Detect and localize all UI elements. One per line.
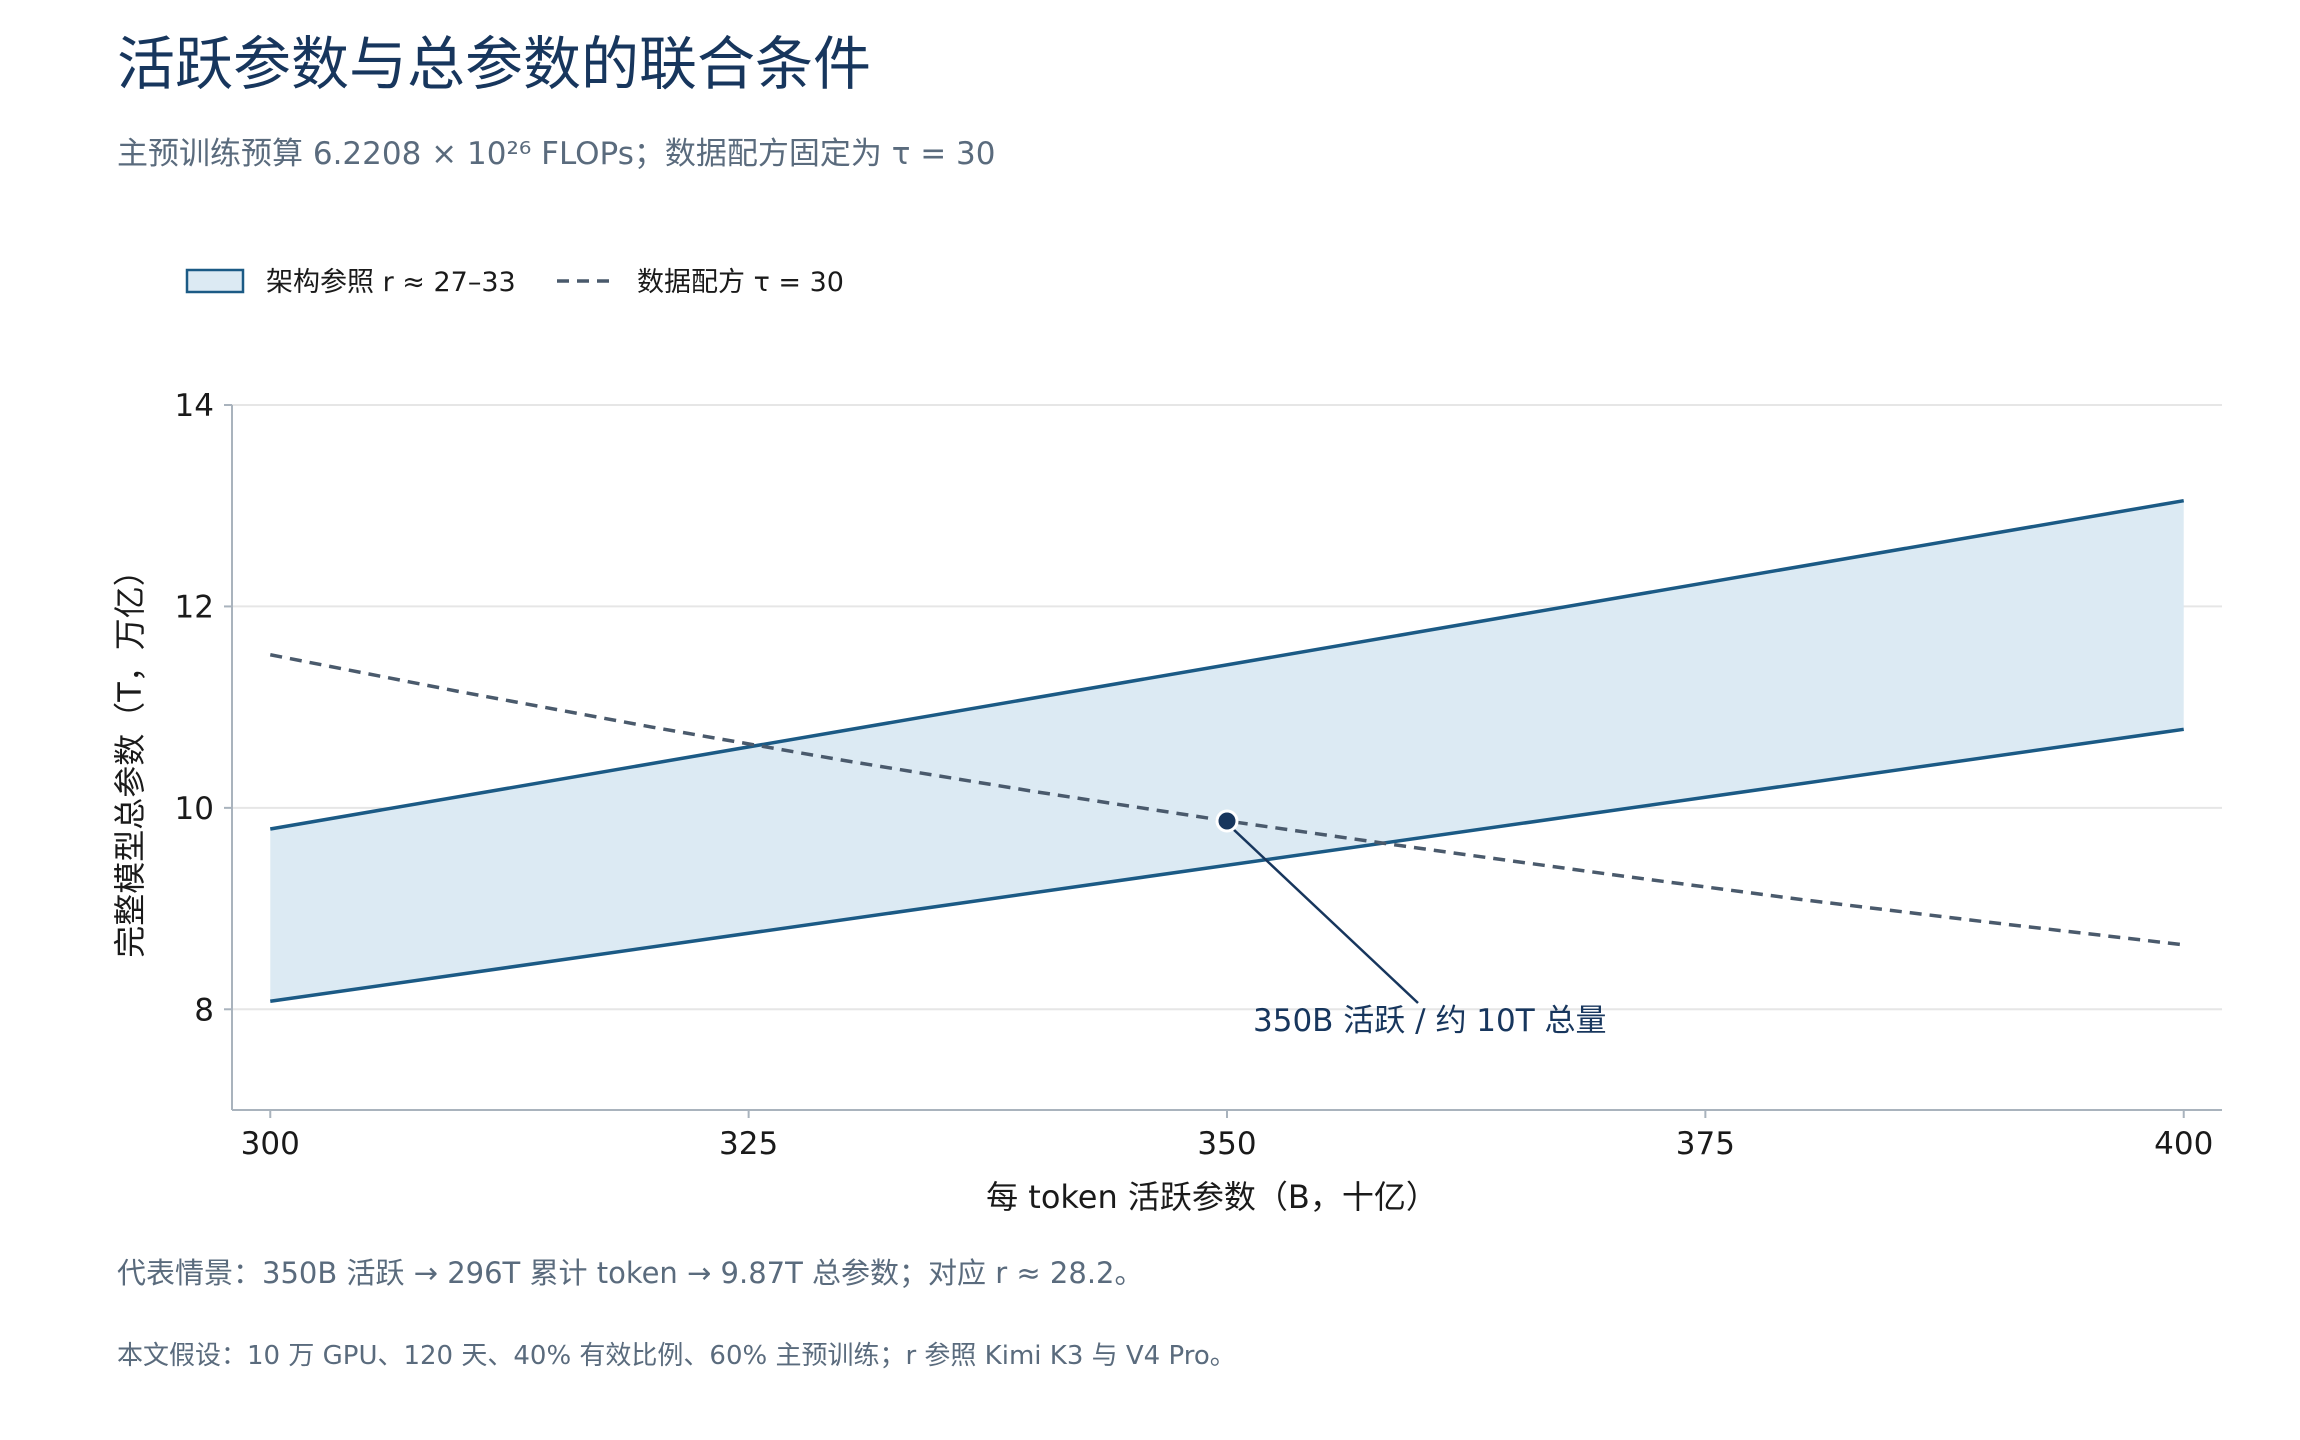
- x-tick-label: 300: [241, 1126, 300, 1162]
- y-tick-label: 8: [194, 992, 214, 1028]
- band-upper-line: [269, 498, 2185, 831]
- x-tick-label: 375: [1676, 1126, 1735, 1162]
- legend: 架构参照 r ≈ 27–33 数据配方 τ = 30: [185, 267, 844, 298]
- legend-line-label: 数据配方 τ = 30: [637, 267, 844, 298]
- x-tick-label: 400: [2154, 1126, 2213, 1162]
- y-tick-label: 10: [175, 791, 214, 827]
- y-tick-label: 12: [175, 589, 214, 625]
- reference-band: [269, 498, 2185, 1003]
- legend-band-label: 架构参照 r ≈ 27–33: [266, 267, 516, 298]
- footnote-assumptions: 本文假设：10 万 GPU、120 天、40% 有效比例、60% 主预训练；r …: [117, 1341, 1236, 1371]
- annotation: 350B 活跃 / 约 10T 总量: [1215, 809, 1607, 1039]
- y-axis-title: 完整模型总参数（T，万亿）: [111, 554, 149, 958]
- chart-title: 活跃参数与总参数的联合条件: [117, 30, 871, 98]
- legend-band-swatch: [185, 268, 245, 294]
- annotation-label: 350B 活跃 / 约 10T 总量: [1253, 1003, 1607, 1039]
- chart-subtitle: 主预训练预算 6.2208 × 10²⁶ FLOPs；数据配方固定为 τ = 3…: [117, 136, 996, 172]
- x-tick-label: 325: [719, 1126, 778, 1162]
- tick-labels: 300 325 350 375 400 8 10 12 14: [175, 388, 2214, 1162]
- x-axis-title: 每 token 活跃参数（B，十亿）: [986, 1178, 1438, 1216]
- footnote-scenario: 代表情景：350B 活跃 → 296T 累计 token → 9.87T 总参数…: [117, 1256, 1144, 1290]
- highlight-point: [1215, 809, 1239, 833]
- band-fill: [270, 500, 2184, 1002]
- y-tick-label: 14: [175, 388, 214, 424]
- x-tick-label: 350: [1197, 1126, 1256, 1162]
- band-lower-line: [270, 727, 2184, 1003]
- annotation-leader-line: [1232, 828, 1419, 1004]
